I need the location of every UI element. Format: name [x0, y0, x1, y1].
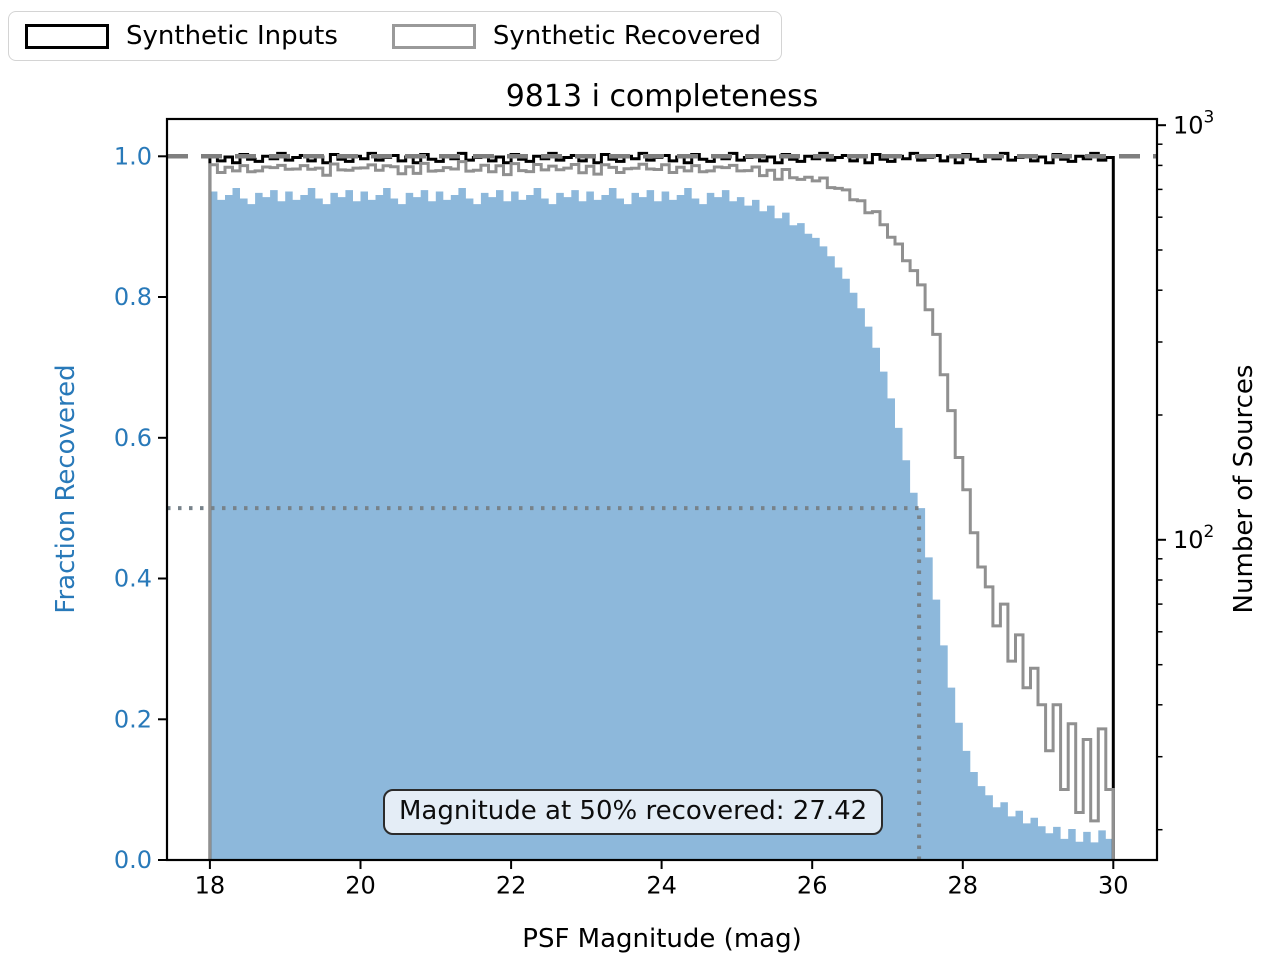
x-tick-label-28: 28: [948, 872, 979, 900]
legend-label-synthetic-inputs: Synthetic Inputs: [126, 21, 338, 51]
x-tick-label-26: 26: [797, 872, 828, 900]
chart-title: 9813 i completeness: [505, 79, 819, 114]
y-right-tick-label-1000: 103: [1173, 107, 1214, 139]
y-axis-label-right: Number of Sources: [1229, 365, 1259, 614]
x-tick-label-18: 18: [195, 872, 226, 900]
y-left-tick-label-0.2: 0.2: [114, 705, 152, 733]
y-left-tick-label-0.8: 0.8: [114, 283, 152, 311]
legend: Synthetic Inputs Synthetic Recovered: [8, 11, 783, 61]
x-axis-label: PSF Magnitude (mag): [522, 924, 801, 954]
x-tick-label-20: 20: [345, 872, 376, 900]
recovered-step-line: [208, 160, 1115, 860]
legend-item-synthetic-inputs: Synthetic Inputs: [25, 21, 338, 51]
y-left-tick-label-1.0: 1.0: [114, 142, 152, 170]
legend-label-synthetic-recovered: Synthetic Recovered: [492, 21, 762, 51]
axes-frame-and-ticks: 18 20 22 24 26 28 30 0.0 0.2 0.4 0.6 0.8 1.0 103 102: [114, 107, 1215, 899]
x-tick-label-30: 30: [1098, 872, 1129, 900]
y-left-tick-label-0.4: 0.4: [114, 565, 152, 593]
y-left-tick-label-0.6: 0.6: [114, 424, 152, 452]
x-tick-label-24: 24: [646, 872, 677, 900]
legend-item-synthetic-recovered: Synthetic Recovered: [391, 21, 762, 51]
y-right-tick-label-100: 102: [1173, 522, 1214, 554]
synthetic-recovered-swatch-icon: [391, 23, 476, 49]
synthetic-inputs-swatch-icon: [25, 23, 109, 49]
y-axis-label-left: Fraction Recovered: [51, 364, 81, 613]
y-left-tick-label-0.0: 0.0: [114, 846, 152, 874]
x-tick-label-22: 22: [496, 872, 527, 900]
reference-lines: [167, 154, 1157, 860]
fraction-histogram: [209, 188, 1114, 860]
annotation-50pct-box: Magnitude at 50% recovered: 27.42: [383, 789, 884, 835]
